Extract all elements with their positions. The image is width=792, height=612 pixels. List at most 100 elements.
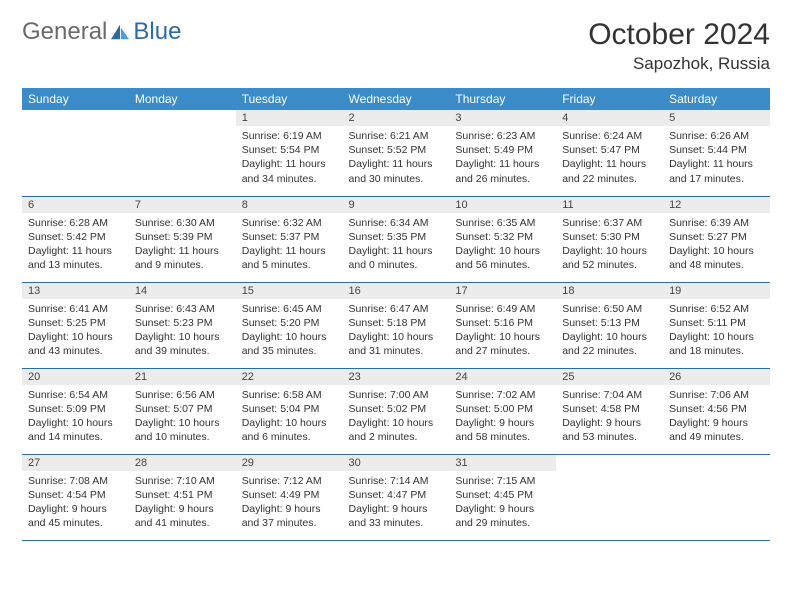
- calendar-cell: 2Sunrise: 6:21 AMSunset: 5:52 PMDaylight…: [343, 110, 450, 196]
- calendar-head: SundayMondayTuesdayWednesdayThursdayFrid…: [22, 88, 770, 110]
- calendar-cell: 22Sunrise: 6:58 AMSunset: 5:04 PMDayligh…: [236, 368, 343, 454]
- calendar-cell: 18Sunrise: 6:50 AMSunset: 5:13 PMDayligh…: [556, 282, 663, 368]
- calendar-cell: 29Sunrise: 7:12 AMSunset: 4:49 PMDayligh…: [236, 454, 343, 540]
- day-details: Sunrise: 6:45 AMSunset: 5:20 PMDaylight:…: [236, 299, 343, 363]
- calendar-week-row: ....1Sunrise: 6:19 AMSunset: 5:54 PMDayl…: [22, 110, 770, 196]
- calendar-cell: 30Sunrise: 7:14 AMSunset: 4:47 PMDayligh…: [343, 454, 450, 540]
- day-number: 20: [22, 369, 129, 385]
- day-number: 13: [22, 283, 129, 299]
- day-number: 10: [449, 197, 556, 213]
- calendar-cell: 12Sunrise: 6:39 AMSunset: 5:27 PMDayligh…: [663, 196, 770, 282]
- calendar-cell: 20Sunrise: 6:54 AMSunset: 5:09 PMDayligh…: [22, 368, 129, 454]
- day-number: 30: [343, 455, 450, 471]
- calendar-cell: 4Sunrise: 6:24 AMSunset: 5:47 PMDaylight…: [556, 110, 663, 196]
- calendar-cell: 3Sunrise: 6:23 AMSunset: 5:49 PMDaylight…: [449, 110, 556, 196]
- day-details: Sunrise: 6:43 AMSunset: 5:23 PMDaylight:…: [129, 299, 236, 363]
- day-details: Sunrise: 6:37 AMSunset: 5:30 PMDaylight:…: [556, 213, 663, 277]
- day-details: Sunrise: 6:30 AMSunset: 5:39 PMDaylight:…: [129, 213, 236, 277]
- day-details: Sunrise: 7:08 AMSunset: 4:54 PMDaylight:…: [22, 471, 129, 535]
- calendar-cell: 8Sunrise: 6:32 AMSunset: 5:37 PMDaylight…: [236, 196, 343, 282]
- day-details: Sunrise: 7:12 AMSunset: 4:49 PMDaylight:…: [236, 471, 343, 535]
- day-number: 31: [449, 455, 556, 471]
- day-number: 28: [129, 455, 236, 471]
- day-number: 21: [129, 369, 236, 385]
- calendar-week-row: 27Sunrise: 7:08 AMSunset: 4:54 PMDayligh…: [22, 454, 770, 540]
- weekday-header: Friday: [556, 88, 663, 110]
- day-number: 8: [236, 197, 343, 213]
- day-number: 5: [663, 110, 770, 126]
- calendar-cell: 7Sunrise: 6:30 AMSunset: 5:39 PMDaylight…: [129, 196, 236, 282]
- day-number: 15: [236, 283, 343, 299]
- calendar-cell: ..: [556, 454, 663, 540]
- calendar-cell: ..: [129, 110, 236, 196]
- day-details: Sunrise: 6:23 AMSunset: 5:49 PMDaylight:…: [449, 126, 556, 190]
- logo-text-1: General: [22, 18, 107, 46]
- day-details: Sunrise: 6:49 AMSunset: 5:16 PMDaylight:…: [449, 299, 556, 363]
- day-number: 18: [556, 283, 663, 299]
- day-number: 9: [343, 197, 450, 213]
- calendar-cell: ..: [663, 454, 770, 540]
- calendar-cell: 31Sunrise: 7:15 AMSunset: 4:45 PMDayligh…: [449, 454, 556, 540]
- calendar-cell: 13Sunrise: 6:41 AMSunset: 5:25 PMDayligh…: [22, 282, 129, 368]
- day-number: 17: [449, 283, 556, 299]
- day-details: Sunrise: 6:35 AMSunset: 5:32 PMDaylight:…: [449, 213, 556, 277]
- day-details: Sunrise: 6:34 AMSunset: 5:35 PMDaylight:…: [343, 213, 450, 277]
- logo: General Blue: [22, 18, 181, 46]
- calendar-cell: 10Sunrise: 6:35 AMSunset: 5:32 PMDayligh…: [449, 196, 556, 282]
- day-details: Sunrise: 6:58 AMSunset: 5:04 PMDaylight:…: [236, 385, 343, 449]
- day-number: 7: [129, 197, 236, 213]
- day-number: 6: [22, 197, 129, 213]
- header: General Blue October 2024 Sapozhok, Russ…: [22, 18, 770, 74]
- day-details: Sunrise: 6:50 AMSunset: 5:13 PMDaylight:…: [556, 299, 663, 363]
- calendar-cell: 27Sunrise: 7:08 AMSunset: 4:54 PMDayligh…: [22, 454, 129, 540]
- day-number: 2: [343, 110, 450, 126]
- calendar-body: ....1Sunrise: 6:19 AMSunset: 5:54 PMDayl…: [22, 110, 770, 540]
- day-number: 3: [449, 110, 556, 126]
- day-details: Sunrise: 6:28 AMSunset: 5:42 PMDaylight:…: [22, 213, 129, 277]
- calendar-week-row: 13Sunrise: 6:41 AMSunset: 5:25 PMDayligh…: [22, 282, 770, 368]
- day-details: Sunrise: 6:41 AMSunset: 5:25 PMDaylight:…: [22, 299, 129, 363]
- day-details: Sunrise: 6:47 AMSunset: 5:18 PMDaylight:…: [343, 299, 450, 363]
- calendar-cell: 15Sunrise: 6:45 AMSunset: 5:20 PMDayligh…: [236, 282, 343, 368]
- calendar-cell: 28Sunrise: 7:10 AMSunset: 4:51 PMDayligh…: [129, 454, 236, 540]
- calendar-week-row: 20Sunrise: 6:54 AMSunset: 5:09 PMDayligh…: [22, 368, 770, 454]
- day-details: Sunrise: 7:06 AMSunset: 4:56 PMDaylight:…: [663, 385, 770, 449]
- logo-text-2: Blue: [133, 18, 181, 46]
- day-details: Sunrise: 7:15 AMSunset: 4:45 PMDaylight:…: [449, 471, 556, 535]
- calendar-cell: 1Sunrise: 6:19 AMSunset: 5:54 PMDaylight…: [236, 110, 343, 196]
- weekday-header: Sunday: [22, 88, 129, 110]
- day-details: Sunrise: 7:04 AMSunset: 4:58 PMDaylight:…: [556, 385, 663, 449]
- day-number: 23: [343, 369, 450, 385]
- calendar-cell: ..: [22, 110, 129, 196]
- day-number: 24: [449, 369, 556, 385]
- day-details: Sunrise: 6:54 AMSunset: 5:09 PMDaylight:…: [22, 385, 129, 449]
- calendar-cell: 26Sunrise: 7:06 AMSunset: 4:56 PMDayligh…: [663, 368, 770, 454]
- calendar-cell: 14Sunrise: 6:43 AMSunset: 5:23 PMDayligh…: [129, 282, 236, 368]
- day-number: 14: [129, 283, 236, 299]
- calendar-cell: 24Sunrise: 7:02 AMSunset: 5:00 PMDayligh…: [449, 368, 556, 454]
- day-number: 11: [556, 197, 663, 213]
- location: Sapozhok, Russia: [588, 54, 770, 74]
- weekday-header: Thursday: [449, 88, 556, 110]
- day-number: 22: [236, 369, 343, 385]
- calendar-cell: 9Sunrise: 6:34 AMSunset: 5:35 PMDaylight…: [343, 196, 450, 282]
- day-details: Sunrise: 6:19 AMSunset: 5:54 PMDaylight:…: [236, 126, 343, 190]
- month-title: October 2024: [588, 18, 770, 52]
- day-number: 19: [663, 283, 770, 299]
- day-details: Sunrise: 6:56 AMSunset: 5:07 PMDaylight:…: [129, 385, 236, 449]
- day-number: 16: [343, 283, 450, 299]
- day-number: 29: [236, 455, 343, 471]
- calendar-cell: 21Sunrise: 6:56 AMSunset: 5:07 PMDayligh…: [129, 368, 236, 454]
- calendar-cell: 23Sunrise: 7:00 AMSunset: 5:02 PMDayligh…: [343, 368, 450, 454]
- weekday-header: Saturday: [663, 88, 770, 110]
- day-details: Sunrise: 6:52 AMSunset: 5:11 PMDaylight:…: [663, 299, 770, 363]
- day-details: Sunrise: 7:14 AMSunset: 4:47 PMDaylight:…: [343, 471, 450, 535]
- day-number: 12: [663, 197, 770, 213]
- weekday-header: Monday: [129, 88, 236, 110]
- calendar-cell: 25Sunrise: 7:04 AMSunset: 4:58 PMDayligh…: [556, 368, 663, 454]
- calendar-cell: 19Sunrise: 6:52 AMSunset: 5:11 PMDayligh…: [663, 282, 770, 368]
- calendar-cell: 16Sunrise: 6:47 AMSunset: 5:18 PMDayligh…: [343, 282, 450, 368]
- calendar-cell: 17Sunrise: 6:49 AMSunset: 5:16 PMDayligh…: [449, 282, 556, 368]
- calendar-table: SundayMondayTuesdayWednesdayThursdayFrid…: [22, 88, 770, 541]
- day-details: Sunrise: 6:26 AMSunset: 5:44 PMDaylight:…: [663, 126, 770, 190]
